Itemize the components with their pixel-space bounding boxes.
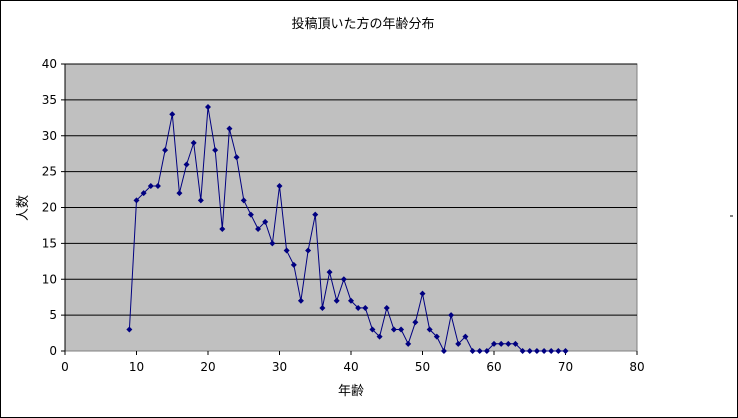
- y-tick-label: 40: [42, 57, 57, 71]
- data-point: [126, 326, 133, 333]
- chart-title: 投稿頂いた方の年齢分布: [291, 16, 434, 32]
- data-point: [541, 348, 548, 354]
- data-point: [219, 226, 226, 233]
- data-point: [426, 326, 433, 333]
- data-point: [297, 297, 304, 304]
- data-point: [412, 319, 419, 326]
- data-point: [140, 190, 147, 197]
- data-point: [398, 326, 405, 333]
- x-tick-label: 70: [558, 360, 573, 374]
- data-point: [476, 348, 483, 354]
- x-tick-label: 10: [129, 360, 144, 374]
- data-point: [498, 340, 505, 347]
- data-point: [290, 261, 297, 268]
- data-point: [162, 147, 169, 154]
- data-point: [240, 197, 247, 204]
- x-tick-label: 80: [629, 360, 644, 374]
- data-point: [262, 218, 269, 225]
- x-tick-label: 60: [486, 360, 501, 374]
- y-tick-label: 30: [42, 129, 57, 143]
- data-point: [512, 340, 519, 347]
- data-point: [433, 333, 440, 340]
- data-point: [154, 182, 161, 189]
- data-point: [533, 348, 540, 354]
- data-point: [269, 240, 276, 247]
- data-point: [333, 297, 340, 304]
- data-point: [469, 348, 476, 354]
- x-tick-label: 0: [61, 360, 69, 374]
- data-point: [383, 304, 390, 311]
- data-point: [312, 211, 319, 218]
- data-point: [455, 340, 462, 347]
- x-tick-label: 20: [200, 360, 215, 374]
- data-point: [405, 340, 412, 347]
- data-point: [376, 333, 383, 340]
- x-tick-label: 40: [343, 360, 358, 374]
- data-point: [190, 139, 197, 146]
- data-point: [283, 247, 290, 254]
- y-tick-label: 20: [42, 201, 57, 215]
- data-point: [555, 348, 562, 354]
- data-point: [305, 247, 312, 254]
- y-tick-label: 5: [49, 308, 57, 322]
- data-point: [205, 104, 211, 111]
- data-point: [448, 312, 455, 319]
- data-point: [390, 326, 397, 333]
- data-point: [226, 125, 233, 132]
- data-point: [147, 182, 154, 189]
- series-points: [126, 104, 569, 354]
- y-tick-label: 0: [49, 344, 57, 358]
- data-point: [319, 304, 326, 311]
- data-point: [369, 326, 376, 333]
- data-point: [562, 348, 569, 354]
- data-point: [462, 333, 469, 340]
- data-point: [483, 348, 490, 354]
- data-point: [355, 304, 362, 311]
- data-point: [176, 190, 183, 197]
- data-point: [440, 348, 447, 354]
- data-point: [197, 197, 204, 204]
- data-point: [419, 290, 426, 297]
- x-tick-label: 30: [272, 360, 287, 374]
- data-point: [247, 211, 254, 218]
- data-point: [340, 276, 347, 283]
- x-axis-ticks: 0 10 20 30 40 50 60 70 80: [61, 351, 645, 374]
- x-axis-label: 年齢: [338, 384, 364, 399]
- data-point: [133, 197, 140, 204]
- x-tick-label: 50: [415, 360, 430, 374]
- data-point: [491, 340, 497, 347]
- y-tick-label: 10: [42, 272, 57, 286]
- data-point: [233, 154, 240, 161]
- data-point: [183, 161, 190, 168]
- y-axis-ticks: 0 5 10 15 20 25 30 35 40: [42, 57, 65, 358]
- data-point: [519, 348, 526, 354]
- y-tick-label: 35: [42, 93, 57, 107]
- data-point: [212, 147, 219, 154]
- data-point: [548, 348, 555, 354]
- data-point: [276, 182, 283, 189]
- data-point: [362, 304, 369, 311]
- y-tick-label: 25: [42, 165, 57, 179]
- data-point: [526, 348, 533, 354]
- data-point: [505, 340, 512, 347]
- data-point: [326, 269, 333, 276]
- data-point: [169, 111, 176, 118]
- data-point: [348, 297, 354, 304]
- y-tick-label: 15: [42, 236, 57, 250]
- y-axis-label: 人数: [16, 195, 31, 221]
